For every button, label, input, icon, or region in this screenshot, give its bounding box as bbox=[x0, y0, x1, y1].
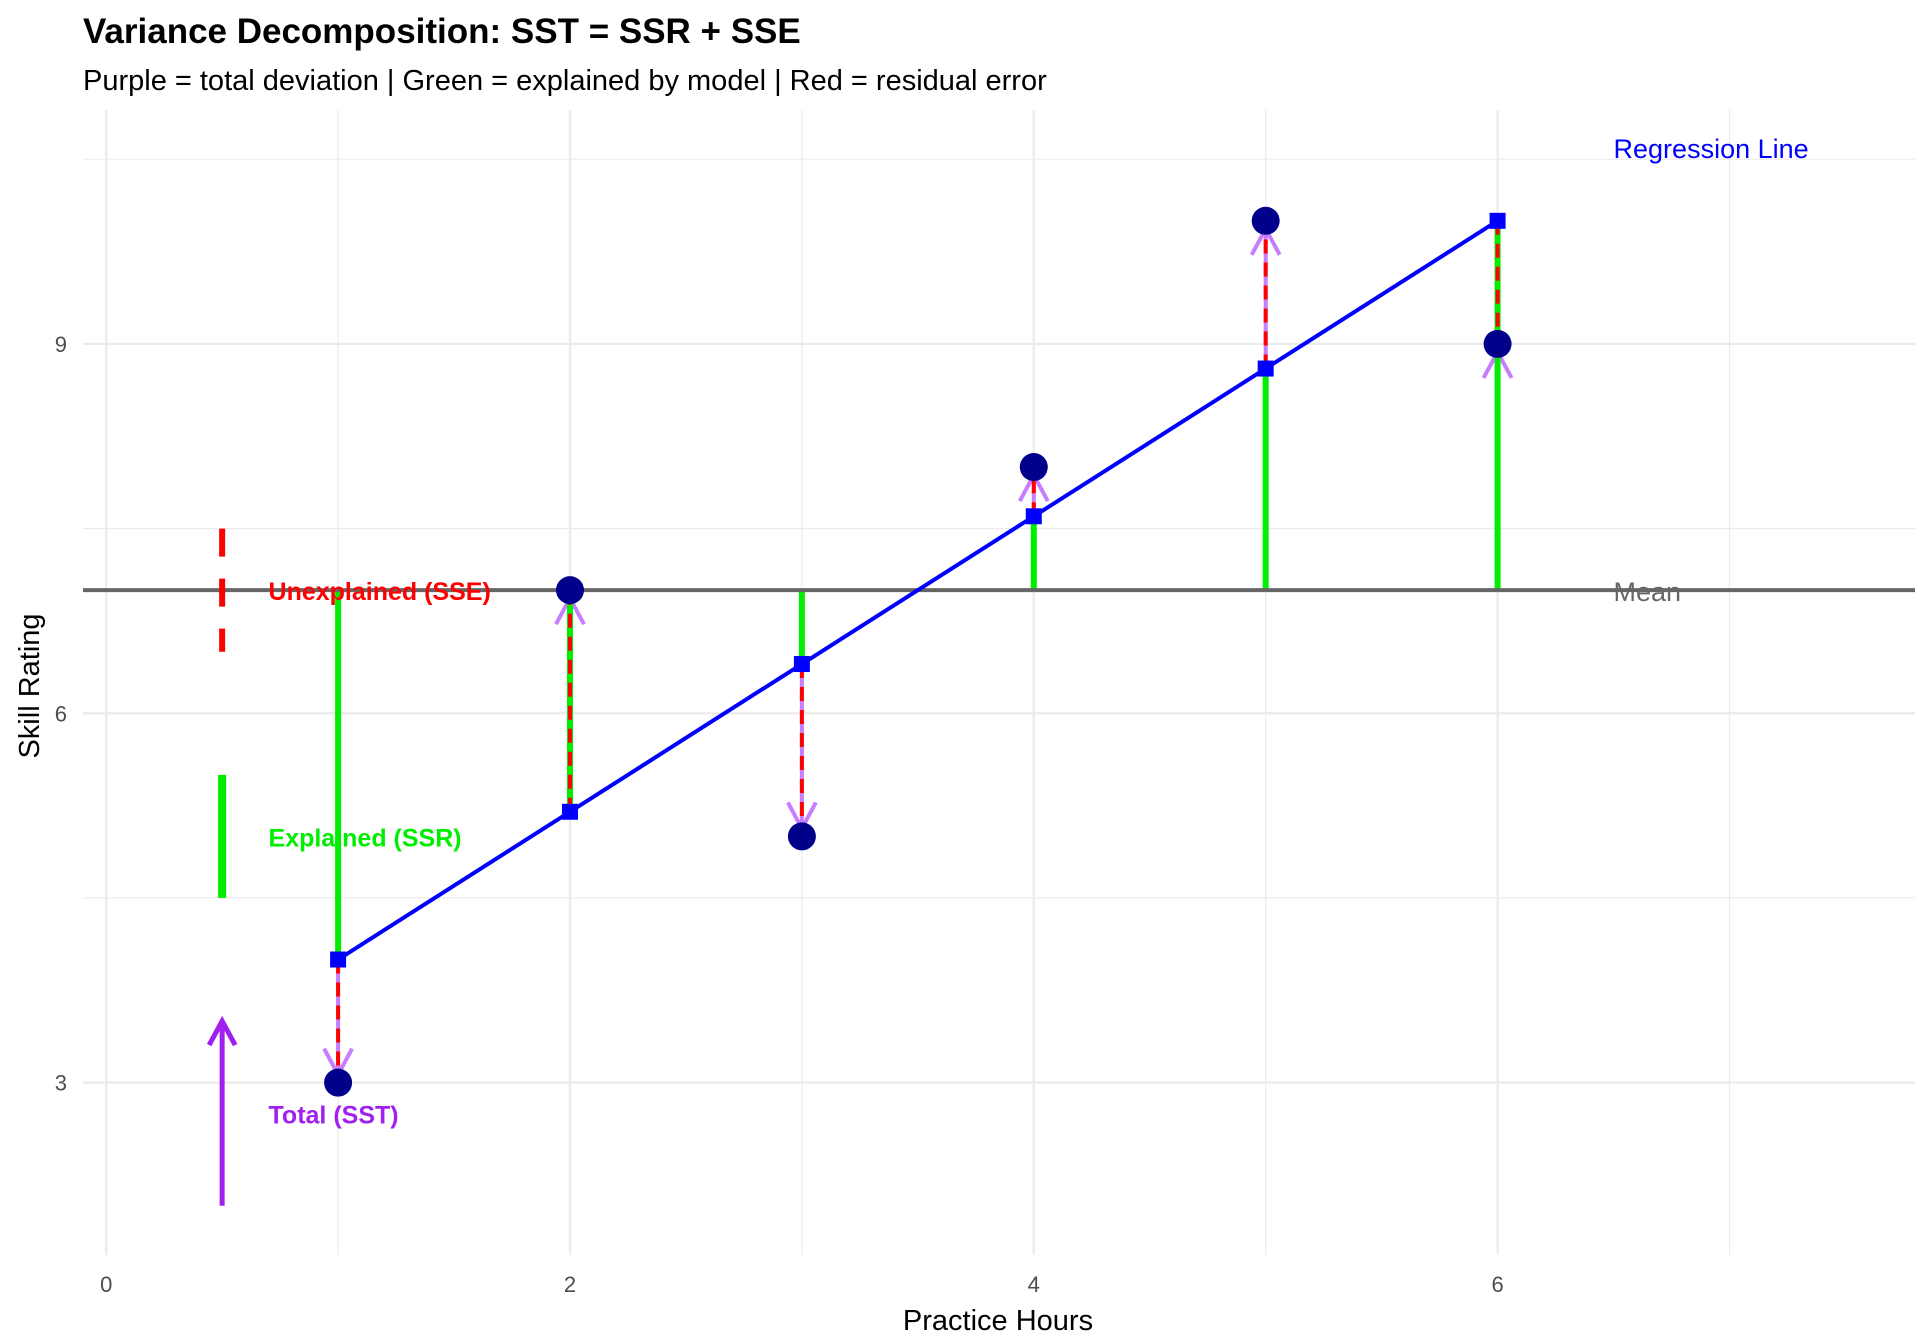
observed-point bbox=[1483, 329, 1512, 358]
data-points bbox=[324, 206, 1512, 1097]
fitted-value-marker bbox=[330, 951, 347, 968]
observed-point bbox=[1251, 206, 1280, 235]
y-tick-label: 6 bbox=[55, 701, 67, 726]
legend-sst-arrowhead bbox=[206, 1015, 238, 1047]
y-tick-label: 9 bbox=[55, 332, 67, 357]
observed-point bbox=[1019, 453, 1048, 482]
mean-line-label: Mean bbox=[1614, 577, 1682, 607]
y-tick-label: 3 bbox=[55, 1071, 67, 1096]
regression-line bbox=[337, 219, 1499, 962]
fitted-value-marker bbox=[1257, 360, 1274, 377]
fitted-value-marker bbox=[793, 656, 810, 673]
observed-point bbox=[555, 576, 584, 605]
fitted-value-marker bbox=[561, 803, 578, 820]
x-tick-label: 4 bbox=[1028, 1272, 1040, 1297]
chart-title: Variance Decomposition: SST = SSR + SSE bbox=[83, 12, 801, 51]
legend-ssr-label: Explained (SSR) bbox=[269, 824, 462, 852]
fitted-value-marker bbox=[1489, 212, 1506, 229]
legend-sse-label: Unexplained (SSE) bbox=[269, 578, 491, 606]
x-axis-title: Practice Hours bbox=[903, 1305, 1093, 1337]
chart-subtitle: Purple = total deviation | Green = expla… bbox=[83, 65, 1047, 97]
reference-lines: Mean Regression Line bbox=[83, 134, 1915, 962]
legend: Unexplained (SSE) Explained (SSR) Total (S… bbox=[206, 528, 491, 1206]
axis-ticks: 0 2 4 6 3 6 9 bbox=[55, 332, 1504, 1297]
variance-segments bbox=[322, 220, 1514, 1083]
legend-sst-label: Total (SST) bbox=[269, 1101, 399, 1129]
x-tick-label: 6 bbox=[1491, 1272, 1503, 1297]
x-tick-label: 0 bbox=[100, 1272, 112, 1297]
fitted-value-marker bbox=[1025, 508, 1042, 525]
gridlines bbox=[83, 110, 1915, 1255]
observed-point bbox=[324, 1068, 353, 1097]
y-axis-title: Skill Rating bbox=[14, 613, 46, 758]
observed-point bbox=[787, 822, 816, 851]
regression-line-label: Regression Line bbox=[1614, 134, 1809, 164]
x-tick-label: 2 bbox=[564, 1272, 576, 1297]
